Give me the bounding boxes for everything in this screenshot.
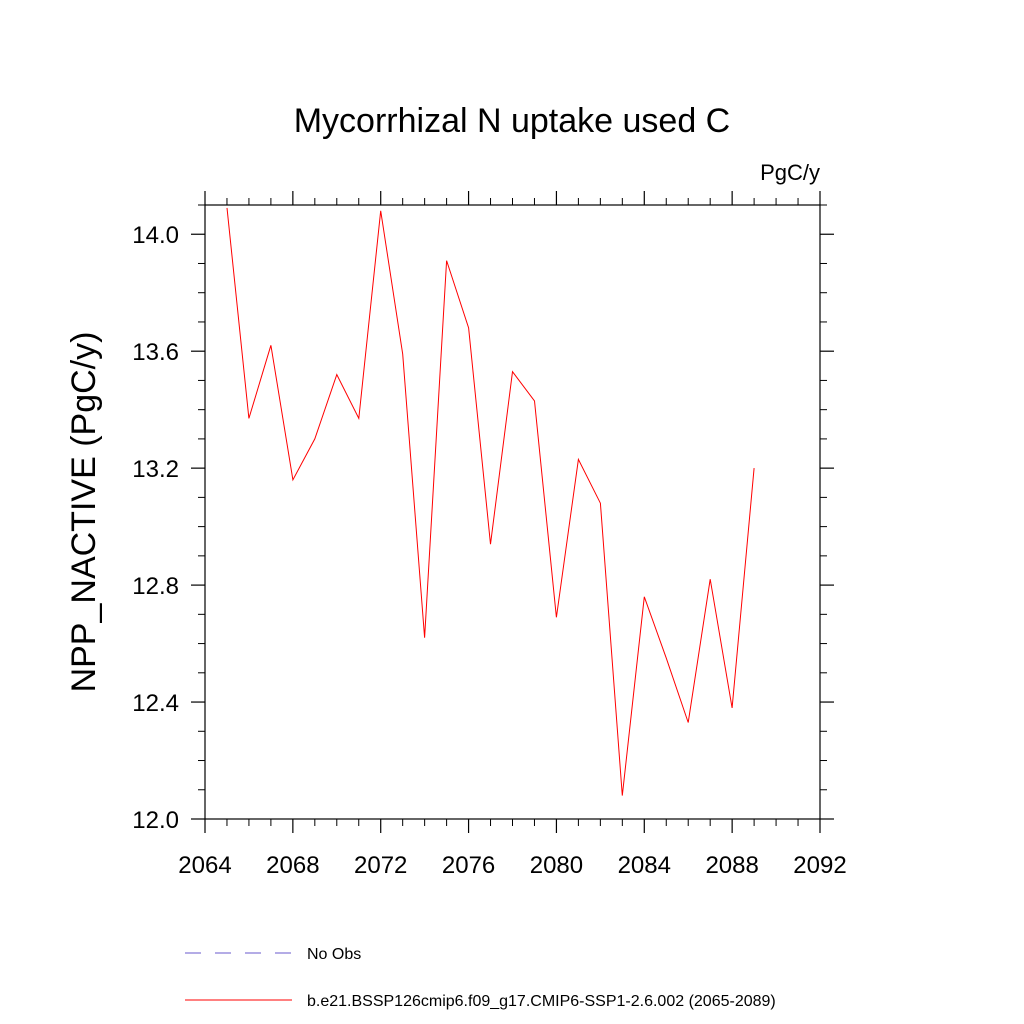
y-axis-label: NPP_NACTIVE (PgC/y) bbox=[65, 332, 103, 693]
x-tick-label: 2088 bbox=[705, 852, 758, 879]
legend-label: No Obs bbox=[307, 946, 361, 963]
y-tick-label: 12.0 bbox=[132, 807, 179, 834]
x-tick-label: 2084 bbox=[618, 852, 671, 879]
y-tick-label: 13.2 bbox=[132, 456, 179, 483]
series-layer bbox=[226, 207, 755, 796]
y-tick-label: 12.8 bbox=[132, 573, 179, 600]
x-tick-label: 2092 bbox=[793, 852, 846, 879]
x-tick-label: 2064 bbox=[178, 852, 231, 879]
x-tick-label: 2080 bbox=[530, 852, 583, 879]
y-tick-label: 14.0 bbox=[132, 222, 179, 249]
plot-frame bbox=[204, 204, 821, 820]
x-tick-label: 2068 bbox=[266, 852, 319, 879]
legend-label: b.e21.BSSP126cmip6.f09_g17.CMIP6-SSP1-2.… bbox=[307, 993, 776, 1010]
chart-title: Mycorrhizal N uptake used C bbox=[294, 102, 731, 140]
units-label: PgC/y bbox=[760, 160, 820, 185]
y-tick-label: 12.4 bbox=[132, 690, 179, 717]
x-tick-label: 2076 bbox=[442, 852, 495, 879]
series-line bbox=[226, 207, 755, 796]
y-tick-label: 13.6 bbox=[132, 339, 179, 366]
ticks-layer: 2064 2068 2072 2076 2080 2084 2088 2092 12.0 12.4… bbox=[132, 191, 847, 879]
x-tick-label: 2072 bbox=[354, 852, 407, 879]
legend: No Obs b.e21.BSSP126cmip6.f09_g17.CMIP6-S… bbox=[185, 946, 776, 1010]
